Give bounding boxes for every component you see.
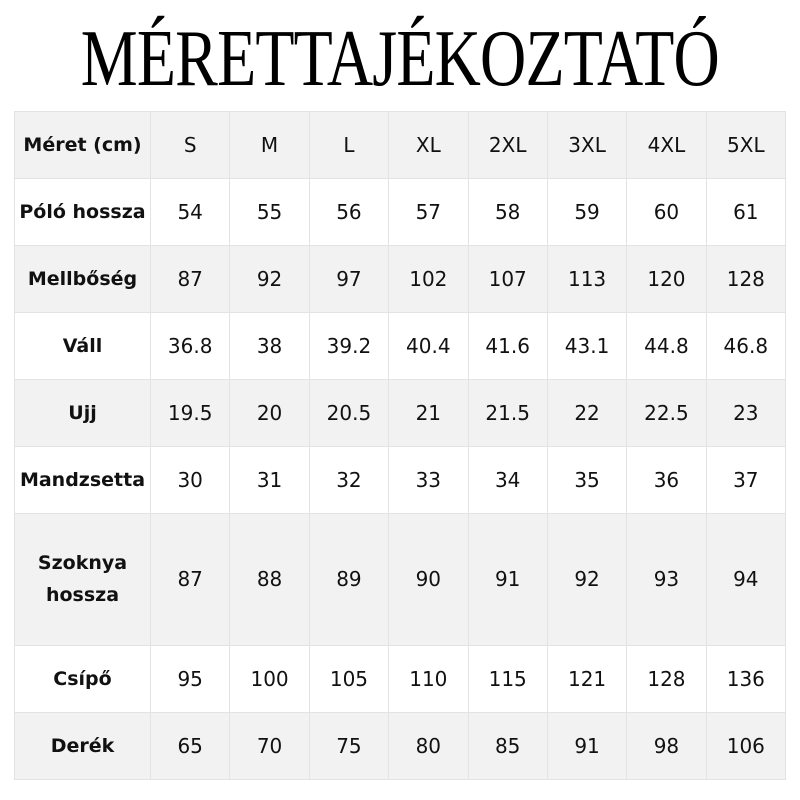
table-row: Póló hossza 54 55 56 57 58 59 60 61 (14, 178, 787, 246)
cell-value: 110 (388, 644, 469, 713)
cell-value: 19.5 (149, 379, 231, 447)
cell-value: 87 (149, 245, 231, 313)
page-title: MÉRETTAJÉKOZTATÓ (80, 15, 720, 103)
row-label: Mandzsetta (14, 446, 151, 514)
cell-value: 35 (546, 446, 628, 514)
cell-value: 38 (229, 312, 310, 380)
header-size: 2XL (467, 111, 548, 179)
table-row: Szoknya hossza 87 88 89 90 91 92 93 94 (14, 513, 787, 646)
cell-value: 75 (308, 711, 390, 781)
cell-value: 95 (149, 644, 231, 713)
cell-value: 55 (229, 178, 310, 246)
header-label: Méret (cm) (14, 111, 151, 179)
cell-value: 44.8 (626, 312, 707, 380)
header-size: S (149, 111, 231, 179)
cell-value: 32 (308, 446, 390, 514)
cell-value: 21 (388, 379, 469, 447)
cell-value: 89 (308, 513, 390, 646)
cell-value: 46.8 (705, 312, 787, 380)
cell-value: 91 (467, 513, 548, 646)
header-size: 4XL (626, 111, 707, 179)
cell-value: 85 (467, 711, 548, 781)
cell-value: 39.2 (308, 312, 390, 380)
cell-value: 57 (388, 178, 469, 246)
cell-value: 60 (626, 178, 707, 246)
table-row: Ujj 19.5 20 20.5 21 21.5 22 22.5 23 (14, 379, 787, 447)
header-size: 5XL (705, 111, 787, 179)
table-row: Mellbőség 87 92 97 102 107 113 120 128 (14, 245, 787, 313)
cell-value: 92 (546, 513, 628, 646)
cell-value: 94 (705, 513, 787, 646)
table-header-row: Méret (cm) S M L XL 2XL 3XL 4XL 5XL (14, 111, 787, 179)
cell-value: 56 (308, 178, 390, 246)
row-label: Váll (14, 312, 151, 380)
cell-value: 128 (626, 644, 707, 713)
row-label: Derék (14, 711, 151, 781)
title-container: MÉRETTAJÉKOZTATÓ (0, 14, 800, 104)
cell-value: 80 (388, 711, 469, 781)
cell-value: 22 (546, 379, 628, 447)
row-label: Ujj (14, 379, 151, 447)
cell-value: 120 (626, 245, 707, 313)
cell-value: 136 (705, 644, 787, 713)
cell-value: 106 (705, 711, 787, 781)
table-row: Derék 65 70 75 80 85 91 98 106 (14, 711, 787, 781)
table-row: Váll 36.8 38 39.2 40.4 41.6 43.1 44.8 46.8 (14, 312, 787, 380)
cell-value: 37 (705, 446, 787, 514)
header-size: M (229, 111, 310, 179)
cell-value: 100 (229, 644, 310, 713)
cell-value: 22.5 (626, 379, 707, 447)
cell-value: 107 (467, 245, 548, 313)
row-label: Póló hossza (14, 178, 151, 246)
row-label: Mellbőség (14, 245, 151, 313)
cell-value: 121 (546, 644, 628, 713)
cell-value: 105 (308, 644, 390, 713)
table-row: Csípő 95 100 105 110 115 121 128 136 (14, 644, 787, 713)
cell-value: 102 (388, 245, 469, 313)
cell-value: 91 (546, 711, 628, 781)
cell-value: 40.4 (388, 312, 469, 380)
cell-value: 54 (149, 178, 231, 246)
header-size: 3XL (546, 111, 628, 179)
cell-value: 90 (388, 513, 469, 646)
cell-value: 30 (149, 446, 231, 514)
cell-value: 43.1 (546, 312, 628, 380)
header-size: XL (388, 111, 469, 179)
cell-value: 34 (467, 446, 548, 514)
cell-value: 98 (626, 711, 707, 781)
cell-value: 33 (388, 446, 469, 514)
row-label: Csípő (14, 644, 151, 713)
size-chart-table: Méret (cm) S M L XL 2XL 3XL 4XL 5XL Póló hossza 54… (14, 111, 787, 781)
cell-value: 31 (229, 446, 310, 514)
cell-value: 61 (705, 178, 787, 246)
header-size: L (308, 111, 390, 179)
cell-value: 36 (626, 446, 707, 514)
cell-value: 58 (467, 178, 548, 246)
cell-value: 23 (705, 379, 787, 447)
cell-value: 36.8 (149, 312, 231, 380)
cell-value: 87 (149, 513, 231, 646)
cell-value: 97 (308, 245, 390, 313)
cell-value: 113 (546, 245, 628, 313)
cell-value: 65 (149, 711, 231, 781)
cell-value: 20.5 (308, 379, 390, 447)
cell-value: 93 (626, 513, 707, 646)
cell-value: 59 (546, 178, 628, 246)
cell-value: 41.6 (467, 312, 548, 380)
row-label: Szoknya hossza (14, 513, 151, 646)
cell-value: 20 (229, 379, 310, 447)
cell-value: 70 (229, 711, 310, 781)
cell-value: 21.5 (467, 379, 548, 447)
cell-value: 128 (705, 245, 787, 313)
cell-value: 92 (229, 245, 310, 313)
cell-value: 88 (229, 513, 310, 646)
table-row: Mandzsetta 30 31 32 33 34 35 36 37 (14, 446, 787, 514)
cell-value: 115 (467, 644, 548, 713)
